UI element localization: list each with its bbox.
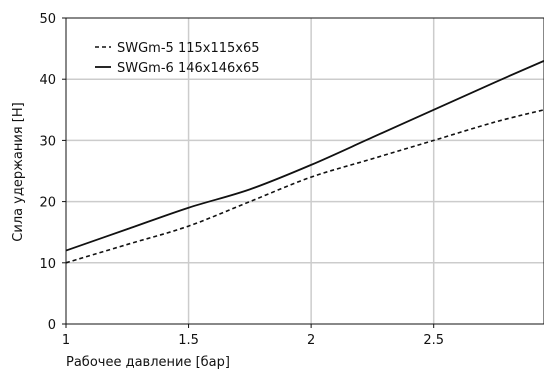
x-tick-label: 2 [307,333,315,348]
axis-ticks: 1 1.5 2 2.5 0 10 20 30 40 50 [39,12,444,348]
plot-frame [65,17,544,325]
grid [66,18,544,324]
legend: SWGm-5 115x115x65 SWGm-6 146x146x65 [95,41,260,76]
x-axis-title: Рабочее давление [бар] [66,355,230,370]
x-tick-label: 1 [62,333,70,348]
y-tick-label: 10 [39,257,56,272]
x-tick-label: 2.5 [423,333,444,348]
y-tick-label: 40 [39,73,56,88]
y-axis-title: Сила удержания [Н] [11,102,26,241]
series-line-swgm-5 [65,109,544,264]
y-tick-label: 50 [39,12,56,27]
y-tick-label: 0 [48,318,56,333]
legend-label-swgm-5: SWGm-5 115x115x65 [117,41,260,56]
legend-label-swgm-6: SWGm-6 146x146x65 [117,61,260,76]
y-tick-label: 20 [39,196,56,211]
series-lines [65,60,544,264]
y-tick-label: 30 [39,134,56,149]
series-line-swgm-6 [65,60,544,252]
x-tick-label: 1.5 [178,333,199,348]
